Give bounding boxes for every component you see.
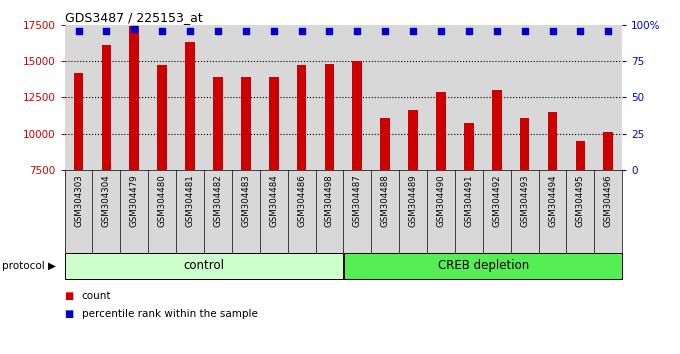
Bar [65,25,92,170]
Bar [176,25,204,170]
Text: control: control [183,259,224,272]
Bar [408,110,418,170]
Text: GSM304303: GSM304303 [74,174,83,227]
Point [520,28,530,33]
Text: GSM304487: GSM304487 [353,174,362,227]
Bar [511,25,539,170]
Point [241,28,252,33]
Bar [92,25,120,170]
Point [547,28,558,33]
Bar [594,25,622,170]
Bar [157,65,167,170]
Bar [547,112,558,170]
Bar [603,132,613,170]
Bar [436,92,446,170]
Point [352,28,363,33]
Bar [399,25,427,170]
Point [101,28,112,33]
Bar [483,25,511,170]
Text: GSM304481: GSM304481 [186,174,194,227]
Point [156,28,168,33]
Bar [464,124,474,170]
Text: GSM304486: GSM304486 [297,174,306,227]
Bar [129,26,139,170]
Bar [148,25,176,170]
Bar [520,118,530,170]
Text: ■: ■ [65,291,74,301]
Text: GSM304498: GSM304498 [325,174,334,227]
Bar [296,65,307,170]
Text: protocol ▶: protocol ▶ [2,261,56,271]
Bar [566,25,594,170]
Text: GSM304493: GSM304493 [520,174,529,227]
Bar [232,25,260,170]
Point [296,28,307,33]
Bar [101,45,112,170]
Point [408,28,419,33]
Point [575,28,586,33]
Text: GDS3487 / 225153_at: GDS3487 / 225153_at [65,11,203,24]
Bar [371,25,399,170]
Text: CREB depletion: CREB depletion [437,259,529,272]
Text: GSM304491: GSM304491 [464,174,473,227]
Point [212,28,223,33]
Bar [455,25,483,170]
Text: GSM304496: GSM304496 [604,174,613,227]
Text: GSM304480: GSM304480 [158,174,167,227]
Text: count: count [82,291,111,301]
Point [185,28,196,33]
Bar [492,90,502,170]
Point [379,28,390,33]
Bar [269,77,279,170]
Text: GSM304488: GSM304488 [381,174,390,227]
Bar [352,61,362,170]
Text: GSM304304: GSM304304 [102,174,111,227]
Text: GSM304492: GSM304492 [492,174,501,227]
Text: ■: ■ [65,309,74,319]
Text: GSM304495: GSM304495 [576,174,585,227]
Bar [241,77,251,170]
Bar [316,25,343,170]
Bar [539,25,566,170]
Bar [73,73,84,170]
Point [73,28,84,33]
Bar [380,118,390,170]
Bar [120,25,148,170]
Point [129,26,140,32]
Point [491,28,502,33]
Bar [260,25,288,170]
Text: GSM304479: GSM304479 [130,174,139,227]
Text: GSM304494: GSM304494 [548,174,557,227]
Bar [427,25,455,170]
Point [464,28,475,33]
Point [324,28,335,33]
Bar [324,64,335,170]
Bar [288,25,316,170]
Text: GSM304483: GSM304483 [241,174,250,227]
Bar [204,25,232,170]
Text: GSM304490: GSM304490 [437,174,445,227]
Text: GSM304482: GSM304482 [214,174,222,227]
Bar [343,25,371,170]
Bar [185,42,195,170]
Text: GSM304489: GSM304489 [409,174,418,227]
Point [435,28,446,33]
Text: GSM304484: GSM304484 [269,174,278,227]
Bar [575,141,585,170]
Bar [213,77,223,170]
Point [269,28,279,33]
Point [602,28,613,33]
Text: percentile rank within the sample: percentile rank within the sample [82,309,258,319]
